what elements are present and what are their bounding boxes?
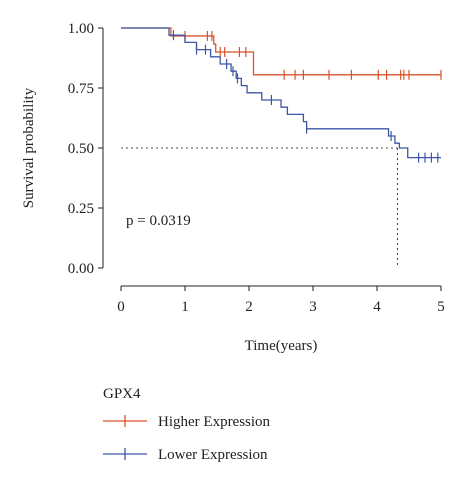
legend-label-lower: Lower Expression: [158, 447, 268, 463]
x-tick-label: 3: [309, 299, 317, 315]
x-ticks: 0 1 2 3 4 5: [117, 286, 445, 315]
y-tick-label: 0.25: [68, 201, 94, 217]
legend-title: GPX4: [103, 386, 141, 402]
median-reference-lines: [121, 147, 398, 268]
y-axis-label: Survival probability: [21, 87, 37, 208]
y-tick-label: 0.50: [68, 141, 94, 157]
x-axis-label: Time(years): [245, 338, 318, 354]
series-lower: [121, 27, 441, 163]
legend-item-higher: Higher Expression: [103, 414, 271, 430]
y-tick-label: 0.75: [68, 81, 94, 97]
p-value-annotation: p = 0.0319: [126, 213, 191, 229]
x-tick-label: 2: [245, 299, 253, 315]
axes: [102, 28, 441, 287]
x-tick-label: 5: [437, 299, 445, 315]
y-tick-label: 1.00: [68, 21, 94, 37]
x-tick-label: 4: [373, 299, 381, 315]
legend-item-lower: Lower Expression: [103, 447, 268, 463]
y-ticks: 0.00 0.25 0.50 0.75 1.00: [68, 21, 103, 277]
x-tick-label: 1: [181, 299, 189, 315]
x-tick-label: 0: [117, 299, 125, 315]
legend: GPX4 Higher Expression Lower Expression: [103, 386, 271, 463]
survival-curve-higher: [121, 27, 441, 76]
series-higher: [121, 27, 442, 80]
series-layer: [121, 27, 442, 163]
survival-curve-lower: [121, 27, 441, 159]
legend-label-higher: Higher Expression: [158, 414, 271, 430]
y-tick-label: 0.00: [68, 261, 94, 277]
